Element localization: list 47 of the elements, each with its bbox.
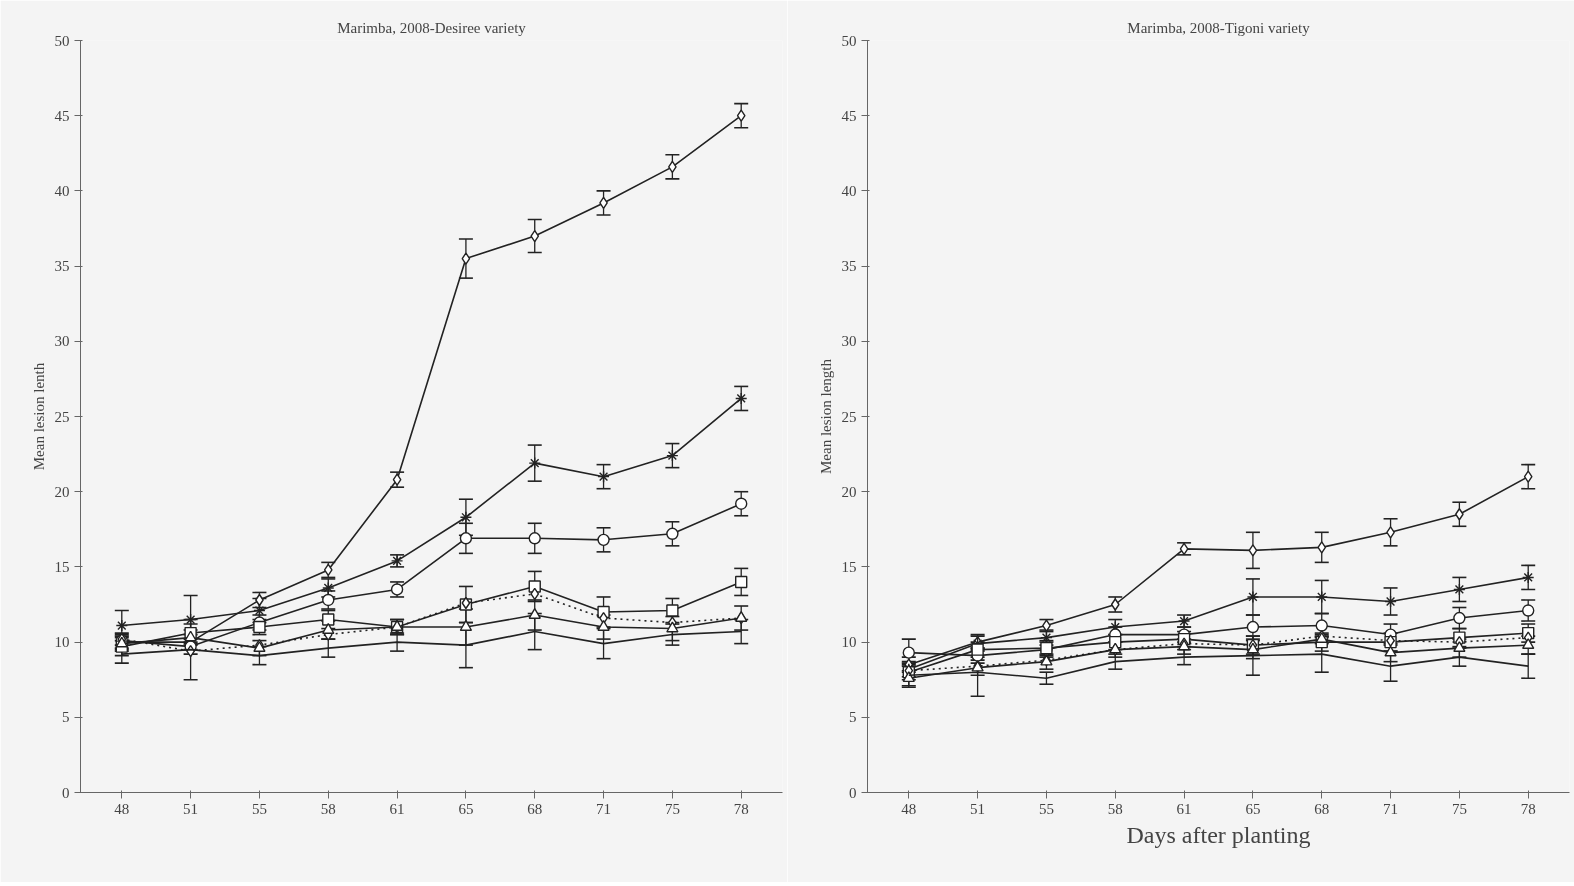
- x-tick-label: 51: [183, 800, 199, 817]
- y-tick-label: 50: [841, 32, 857, 49]
- x-tick-label: 61: [1176, 800, 1192, 817]
- y-tick-label: 40: [54, 182, 70, 199]
- y-tick-label: 0: [849, 784, 857, 801]
- x-tick-label: 51: [970, 800, 986, 817]
- x-tick-label: 58: [320, 800, 336, 817]
- y-tick-label: 0: [62, 784, 70, 801]
- chart-title: Marimba, 2008-Tigoni variety: [1127, 19, 1311, 36]
- chart-title: Marimba, 2008-Desiree variety: [337, 19, 527, 36]
- y-tick-label: 20: [54, 483, 70, 500]
- y-tick-label: 5: [849, 709, 857, 726]
- y-tick-label: 45: [841, 107, 857, 124]
- y-tick-label: 50: [54, 32, 70, 49]
- y-tick-label: 10: [54, 634, 70, 651]
- x-tick-label: 68: [1314, 800, 1330, 817]
- y-axis-title: Mean lesion length: [817, 358, 834, 474]
- x-tick-label: 78: [1520, 800, 1536, 817]
- x-tick-label: 65: [458, 800, 474, 817]
- y-tick-label: 40: [841, 182, 857, 199]
- y-tick-label: 45: [54, 107, 70, 124]
- x-axis-title: Days after planting: [1126, 821, 1311, 848]
- x-tick-label: 71: [1383, 800, 1399, 817]
- y-tick-label: 15: [54, 558, 70, 575]
- x-tick-label: 55: [251, 800, 267, 817]
- y-tick-label: 10: [841, 634, 857, 651]
- y-axis-title: Mean lesion lenth: [30, 362, 47, 471]
- x-tick-label: 65: [1245, 800, 1261, 817]
- x-tick-label: 58: [1107, 800, 1123, 817]
- y-tick-label: 35: [841, 258, 857, 275]
- y-tick-label: 30: [841, 333, 857, 350]
- x-tick-label: 71: [596, 800, 612, 817]
- x-tick-label: 75: [1451, 800, 1467, 817]
- y-tick-label: 5: [62, 709, 70, 726]
- x-tick-label: 48: [114, 800, 130, 817]
- y-tick-label: 20: [841, 483, 857, 500]
- y-tick-label: 15: [841, 558, 857, 575]
- y-tick-label: 30: [54, 333, 70, 350]
- x-tick-label: 78: [733, 800, 749, 817]
- x-tick-label: 48: [901, 800, 917, 817]
- y-tick-label: 25: [841, 408, 857, 425]
- x-tick-label: 68: [527, 800, 543, 817]
- y-tick-label: 35: [54, 258, 70, 275]
- x-tick-label: 55: [1038, 800, 1054, 817]
- y-tick-label: 25: [54, 408, 70, 425]
- x-tick-label: 61: [389, 800, 405, 817]
- x-tick-label: 75: [664, 800, 680, 817]
